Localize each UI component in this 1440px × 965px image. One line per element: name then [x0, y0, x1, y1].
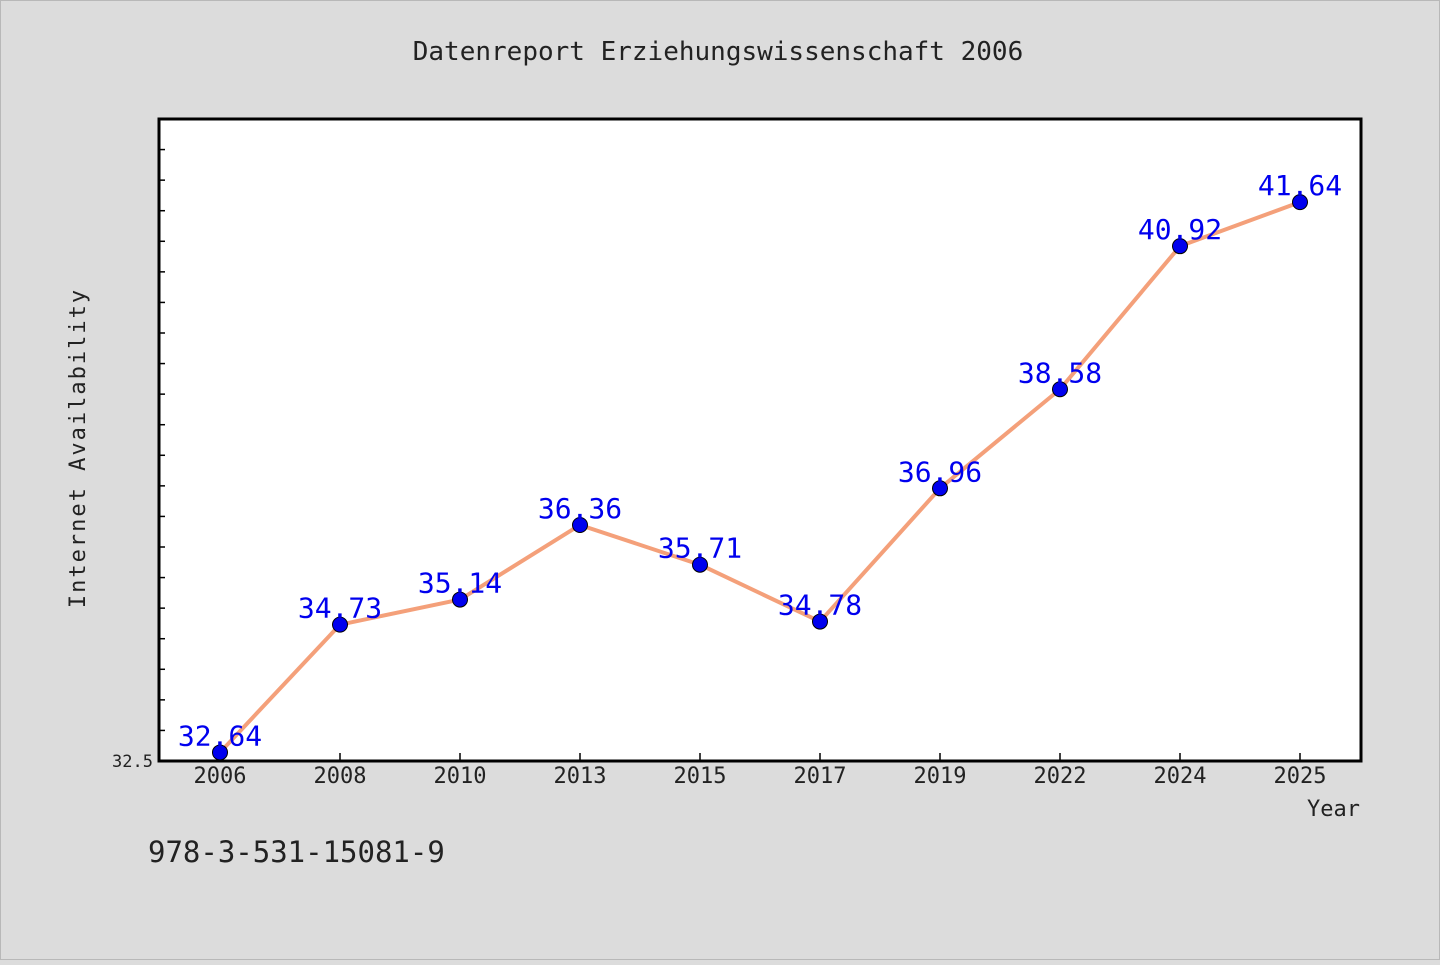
data-point	[692, 556, 708, 573]
data-label: 40.92	[1138, 213, 1222, 246]
data-label: 41.64	[1258, 169, 1342, 202]
x-tick-label: 2015	[674, 764, 727, 789]
data-point	[452, 591, 468, 608]
x-tick-label: 2025	[1274, 764, 1327, 789]
data-label: 35.71	[658, 532, 742, 565]
data-point	[572, 516, 588, 533]
x-tick-label: 2019	[914, 764, 967, 789]
x-tick-label: 2022	[1034, 764, 1087, 789]
x-tick-label: 2017	[794, 764, 847, 789]
y-minor-ticks	[159, 118, 165, 762]
x-tick-label: 2008	[314, 764, 367, 789]
data-point	[1052, 381, 1068, 398]
data-label: 32.64	[178, 719, 262, 752]
series-line	[218, 200, 1301, 754]
x-tick-label: 2010	[434, 764, 487, 789]
data-label: 34.78	[778, 589, 862, 622]
data-label: 36.36	[538, 492, 622, 525]
x-axis-ticks: 2006 2008 2010 2013 2015 2017 2019 2022 2024 2025	[194, 753, 1327, 789]
data-label: 38.58	[1018, 356, 1102, 389]
y-tick-label: 32.5	[112, 752, 153, 772]
data-point	[932, 480, 948, 497]
series-layer: 32.64 34.73 35.14 36.36 35.71 34.78 36.96 38.58…	[178, 169, 1342, 761]
x-axis-label: Year	[1307, 797, 1360, 822]
data-point	[1172, 238, 1188, 255]
chart-title: Datenreport Erziehungswissenschaft 2006	[413, 37, 1023, 67]
x-tick-label: 2024	[1154, 764, 1207, 789]
x-tick-label: 2013	[554, 764, 607, 789]
isbn-text: 978-3-531-15081-9	[148, 835, 445, 869]
data-point	[332, 616, 348, 633]
data-point	[812, 613, 828, 630]
data-label: 34.73	[298, 592, 382, 625]
y-axis-label: Internet Availability	[66, 288, 91, 608]
x-tick-label: 2006	[194, 764, 247, 789]
data-point	[212, 744, 228, 761]
data-label: 35.14	[418, 567, 502, 600]
data-label: 36.96	[898, 455, 982, 488]
plot-area	[157, 117, 1363, 763]
data-point	[1292, 194, 1308, 211]
